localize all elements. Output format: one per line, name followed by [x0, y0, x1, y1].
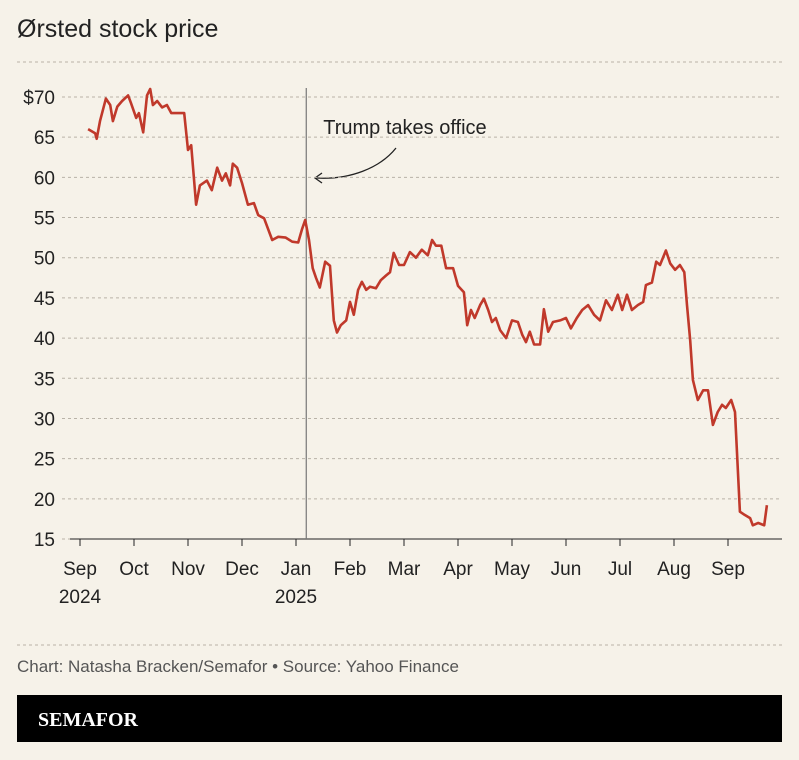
x-tick-label: May [494, 559, 530, 580]
y-tick-label: 55 [34, 209, 55, 230]
brand-bar [17, 695, 782, 742]
y-tick-label: 35 [34, 369, 55, 390]
arrow-head [313, 172, 323, 184]
x-tick-label: Apr [443, 559, 473, 580]
chart-title: Ørsted stock price [17, 15, 218, 43]
y-tick-label: 30 [34, 409, 55, 430]
x-tick-label: Jun [551, 559, 582, 580]
x-tick-label: Sep 2024 [59, 559, 102, 608]
y-tick-label: 50 [34, 249, 55, 270]
source: Chart: Natasha Bracken/Semafor • Source:… [17, 657, 459, 676]
y-tick-label: 20 [34, 490, 55, 511]
x-tick-label: Sep [711, 559, 745, 580]
x-tick-label: Aug [657, 559, 691, 580]
annotation-arrow [315, 147, 397, 179]
x-tick-label: Jul [608, 559, 632, 580]
y-tick-label: 15 [34, 530, 55, 551]
brand: SEMAFOR [38, 709, 139, 731]
y-tick-label: 60 [34, 168, 55, 189]
y-tick-label: $70 [23, 88, 55, 109]
x-tick-label: Oct [119, 559, 149, 580]
y-tick-label: 45 [34, 289, 55, 310]
x-tick-label: Nov [171, 559, 205, 580]
y-tick-label: 65 [34, 128, 55, 149]
annotation-text: Trump takes office [323, 117, 486, 139]
y-tick-label: 40 [34, 329, 55, 350]
x-tick-label: Mar [388, 559, 421, 580]
y-tick-label: 25 [34, 450, 55, 471]
x-tick-label: Feb [334, 559, 367, 580]
price-line [87, 87, 769, 527]
x-tick-label: Jan 2025 [275, 559, 317, 608]
x-tick-label: Dec [225, 559, 259, 580]
